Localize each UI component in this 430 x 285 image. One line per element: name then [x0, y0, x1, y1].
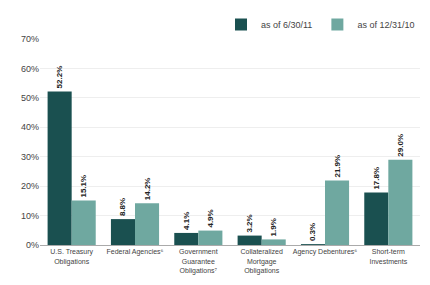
- svg-text:15.1%: 15.1%: [79, 175, 88, 198]
- svg-text:4.9%: 4.9%: [206, 209, 215, 227]
- svg-text:as of 6/30/11: as of 6/30/11: [261, 20, 312, 30]
- svg-text:21.9%: 21.9%: [333, 155, 342, 178]
- svg-text:14.2%: 14.2%: [143, 178, 152, 201]
- svg-text:60%: 60%: [21, 64, 39, 74]
- svg-text:0.3%: 0.3%: [308, 223, 317, 241]
- svg-text:Short-termInvestments: Short-termInvestments: [369, 248, 407, 264]
- svg-text:10%: 10%: [21, 211, 39, 221]
- svg-text:52.2%: 52.2%: [55, 66, 64, 89]
- svg-text:as of 12/31/10: as of 12/31/10: [357, 20, 414, 30]
- svg-text:40%: 40%: [21, 122, 39, 132]
- svg-text:Federal Agencies⁶: Federal Agencies⁶: [107, 248, 164, 256]
- svg-text:8.8%: 8.8%: [118, 198, 127, 216]
- svg-text:Agency Debentures⁶: Agency Debentures⁶: [293, 248, 357, 256]
- svg-text:30%: 30%: [21, 152, 39, 162]
- svg-text:CollateralizedMortgageObligati: CollateralizedMortgageObligations: [240, 248, 283, 274]
- svg-text:GovernmentGuaranteeObligations: GovernmentGuaranteeObligations⁷: [179, 248, 218, 274]
- svg-text:U.S. TreasuryObligations: U.S. TreasuryObligations: [50, 248, 93, 265]
- svg-text:29.0%: 29.0%: [396, 134, 405, 157]
- svg-text:4.1%: 4.1%: [182, 212, 191, 230]
- svg-text:70%: 70%: [21, 34, 39, 44]
- svg-text:50%: 50%: [21, 93, 39, 103]
- svg-text:17.8%: 17.8%: [372, 167, 381, 190]
- svg-text:0%: 0%: [26, 240, 39, 250]
- svg-text:1.9%: 1.9%: [269, 218, 278, 236]
- svg-text:3.2%: 3.2%: [245, 214, 254, 232]
- svg-text:20%: 20%: [21, 181, 39, 191]
